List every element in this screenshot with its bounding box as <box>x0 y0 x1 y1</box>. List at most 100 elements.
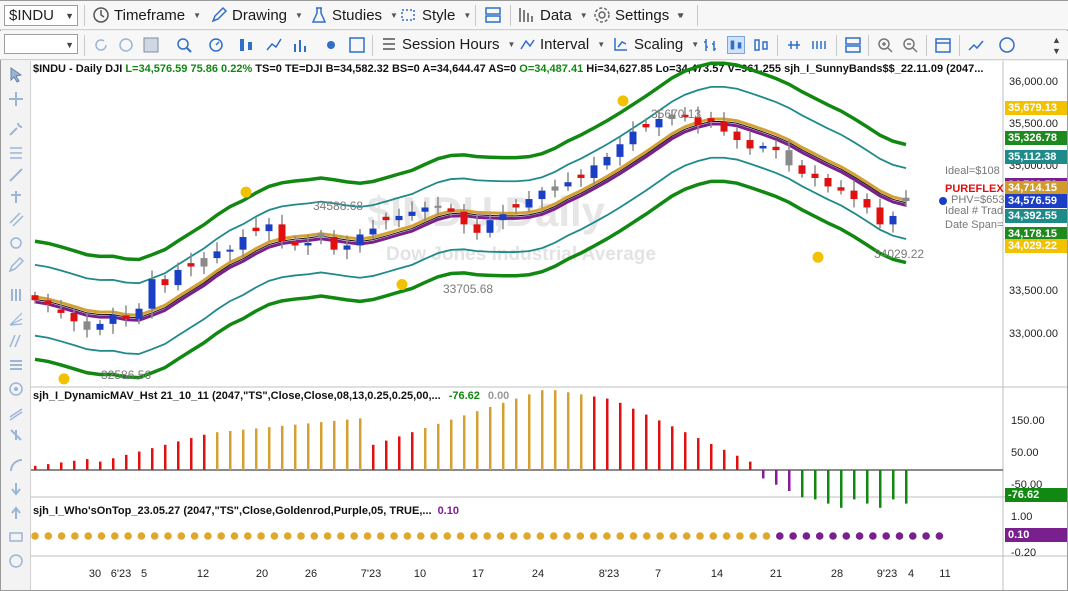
histogram-bar <box>86 459 89 470</box>
magnify-icon[interactable] <box>175 36 193 54</box>
wrench-icon[interactable] <box>8 121 24 137</box>
timeframe-label: Timeframe <box>114 6 186 24</box>
arc-icon[interactable] <box>8 457 24 473</box>
histogram-bar <box>684 432 687 470</box>
pitchfork-icon[interactable] <box>8 189 24 205</box>
histogram-bar <box>437 423 440 470</box>
side-note: Ideal # Trad <box>945 205 1003 217</box>
line-chart-icon[interactable] <box>265 36 283 54</box>
whos-on-top-dot <box>57 532 66 540</box>
scroll-down-icon[interactable]: ▼ <box>1052 46 1061 56</box>
candle-body <box>902 197 910 202</box>
divider <box>372 35 373 56</box>
objects-icon[interactable] <box>348 36 366 54</box>
whos-on-top-dot <box>643 532 651 540</box>
hollow-candle-icon[interactable] <box>752 36 770 54</box>
channel-icon[interactable] <box>8 211 24 227</box>
histogram-bar <box>723 449 726 470</box>
studies-button[interactable]: Studies ▼ <box>310 4 398 26</box>
expand-icon[interactable] <box>810 36 828 54</box>
symbol-selector[interactable]: $INDU ▼ <box>4 5 78 26</box>
candle-body <box>681 114 689 118</box>
chart-selector[interactable]: ▼ <box>4 34 78 54</box>
pointer-icon[interactable] <box>8 67 24 83</box>
candle-body <box>200 258 208 267</box>
vertical-lines-icon[interactable] <box>8 287 24 303</box>
zoom-in-icon[interactable] <box>876 36 894 54</box>
whos-on-top-dot <box>204 532 212 540</box>
indicator2-header: sjh_I_Who'sOnTop_23.05.27 (2047,"TS",Clo… <box>33 505 459 517</box>
price-chart[interactable]: $INDU,Daily Dow Jones Industrial Average… <box>31 61 1067 590</box>
studies-label: Studies <box>332 6 383 24</box>
horizontal-lines-icon[interactable] <box>8 357 24 373</box>
histogram-bar <box>580 394 583 470</box>
scaling-button[interactable]: Scaling ▼ <box>612 33 699 55</box>
whos-on-top-dot <box>656 532 664 540</box>
candle-body <box>434 205 442 208</box>
drawing-button[interactable]: Drawing ▼ <box>210 4 303 26</box>
histogram-bar <box>294 424 297 470</box>
settings-button[interactable]: Settings ▼ <box>593 4 685 26</box>
divider <box>475 5 476 26</box>
analysis-icon[interactable] <box>998 36 1016 54</box>
whos-on-top-dot <box>257 532 265 540</box>
panes-icon[interactable] <box>844 36 862 54</box>
candle-settings-icon[interactable] <box>237 36 255 54</box>
price-tag: 34,714.15 <box>1005 181 1067 195</box>
calendar-icon[interactable] <box>934 36 952 54</box>
bar-chart-icon[interactable] <box>292 36 310 54</box>
chart-toolbar: ▼ Session Hours ▼ Interval ▼ Scaling ▼ ▲ ▼ <box>0 31 1068 60</box>
timeframe-button[interactable]: Timeframe ▼ <box>92 4 201 26</box>
chart-window[interactable]: $INDU,Daily Dow Jones Industrial Average… <box>31 61 1067 590</box>
andrews-icon[interactable] <box>8 427 24 443</box>
date-tick: 28 <box>831 568 843 580</box>
arrow-down-icon[interactable] <box>8 481 24 497</box>
arrow-up-icon[interactable] <box>8 505 24 521</box>
interval-button[interactable]: Interval ▼ <box>518 33 605 55</box>
price-panel[interactable] <box>31 61 1003 386</box>
histogram-bar <box>125 454 128 470</box>
compress-icon[interactable] <box>785 36 803 54</box>
candlestick-icon[interactable] <box>727 36 745 54</box>
style-icon <box>401 9 415 21</box>
data-button[interactable]: Data ▼ <box>518 4 588 26</box>
layout-icon[interactable] <box>484 6 502 24</box>
style-button[interactable]: Style ▼ <box>400 4 471 26</box>
scaling-icon <box>614 38 627 51</box>
speed-icon[interactable] <box>207 36 225 54</box>
sync-icon[interactable] <box>117 36 135 54</box>
spiral-icon[interactable] <box>8 381 24 397</box>
session-hours-button[interactable]: Session Hours ▼ <box>380 33 515 55</box>
whos-on-top-dot <box>403 532 412 540</box>
regression-icon[interactable] <box>8 405 24 421</box>
zoom-out-icon[interactable] <box>901 36 919 54</box>
histogram-bar <box>892 470 895 500</box>
side-note: Date Span= <box>945 219 1003 231</box>
scroll-up-icon[interactable]: ▲ <box>1052 35 1061 45</box>
overflow-chevron-icon[interactable]: ▼ <box>676 11 684 20</box>
candle-body <box>161 279 169 286</box>
candle-body <box>83 321 91 330</box>
speed-lines-icon[interactable] <box>8 311 24 327</box>
rectangle-icon[interactable] <box>8 529 24 545</box>
chevron-down-icon: ▼ <box>65 40 74 50</box>
fib-icon[interactable] <box>8 145 24 161</box>
gann-icon[interactable] <box>8 235 24 251</box>
crosshair-icon[interactable] <box>8 91 24 107</box>
refresh-icon[interactable] <box>92 36 110 54</box>
add-chart-icon[interactable] <box>967 36 985 54</box>
candle-body <box>317 233 325 238</box>
ellipse-icon[interactable] <box>8 553 24 569</box>
pencil-icon[interactable] <box>8 257 24 273</box>
trendline-icon[interactable] <box>8 167 24 183</box>
ohlc-bar-icon[interactable] <box>702 36 720 54</box>
format-icon[interactable] <box>322 36 340 54</box>
cycle-lines-icon[interactable] <box>8 333 24 349</box>
candle-body <box>31 295 39 301</box>
candle-body <box>304 242 312 246</box>
candle-body <box>239 237 247 250</box>
histogram-bar <box>489 407 492 470</box>
candle-body <box>746 140 754 149</box>
histogram-bar <box>658 420 661 470</box>
grid-icon[interactable] <box>142 36 160 54</box>
